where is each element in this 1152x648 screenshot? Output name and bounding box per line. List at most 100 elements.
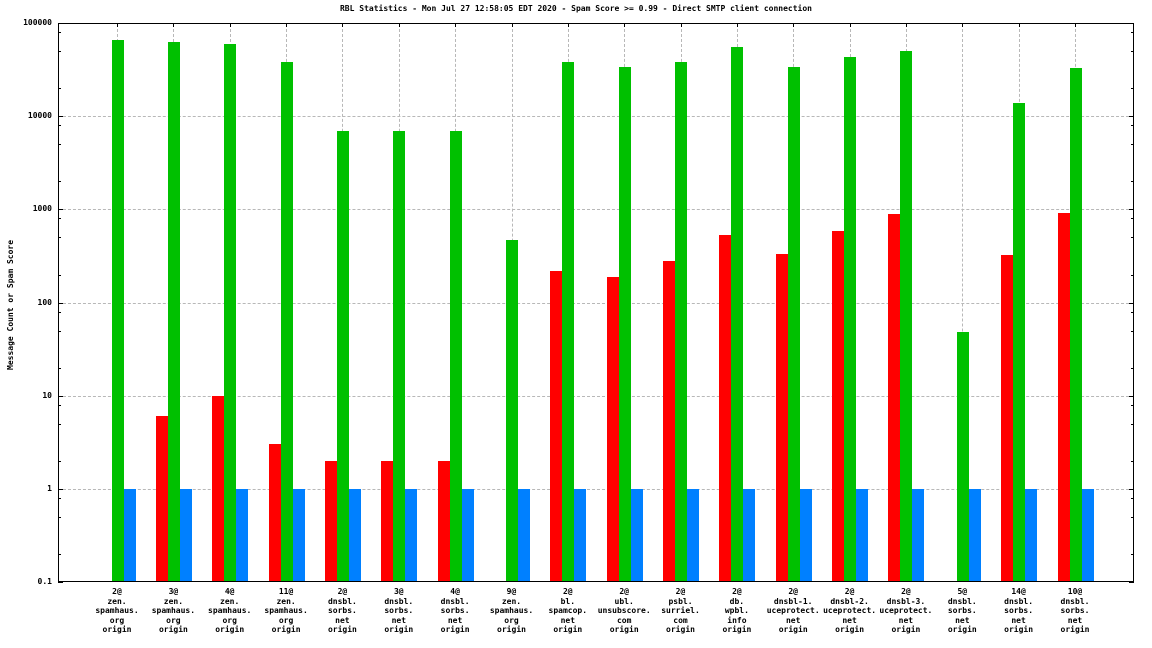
- x-category-label: 2@ dnsbl-3. uceprotect. net origin: [879, 587, 933, 634]
- y-minor-tick: [1131, 51, 1134, 52]
- x-tick: [511, 24, 513, 27]
- y-major-tick: [1129, 582, 1134, 583]
- bar-spam: [506, 239, 518, 582]
- bar-score-0-1-: [518, 488, 530, 582]
- y-minor-tick: [1131, 181, 1134, 183]
- y-minor-tick: [1131, 32, 1134, 33]
- h-gridline: [58, 302, 1134, 304]
- y-minor-tick: [58, 51, 61, 52]
- y-minor-tick: [1131, 311, 1134, 313]
- bar-score-0-1-: [461, 488, 474, 582]
- bar-not-spam: [888, 213, 901, 582]
- h-gridline: [58, 116, 1134, 118]
- y-major-tick: [58, 209, 63, 211]
- x-category-label: 2@ db. wpbl. info origin: [722, 587, 752, 634]
- bar-spam: [167, 41, 180, 582]
- y-tick-label: 100000: [23, 18, 52, 27]
- x-category-label: 2@ psbl. surriel. com origin: [661, 587, 700, 634]
- bar-score-0-1-: [968, 488, 981, 582]
- bar-not-spam: [775, 254, 788, 582]
- y-minor-tick: [1131, 404, 1134, 406]
- y-minor-tick: [1131, 125, 1134, 127]
- y-minor-tick: [58, 125, 61, 127]
- bar-score-0-1-: [123, 488, 136, 582]
- x-tick: [624, 24, 626, 27]
- bar-not-spam: [155, 416, 168, 582]
- y-minor-tick: [58, 554, 61, 555]
- bar-not-spam: [1001, 255, 1014, 582]
- y-minor-tick: [58, 274, 61, 276]
- h-gridline: [58, 488, 1134, 490]
- x-tick: [229, 24, 231, 27]
- x-tick: [455, 24, 457, 27]
- bar-spam: [393, 130, 406, 582]
- bar-score-0-1-: [799, 488, 812, 582]
- x-tick: [793, 24, 795, 27]
- y-tick-label: 10000: [27, 111, 52, 121]
- bar-spam: [731, 46, 744, 582]
- bar-spam: [956, 332, 969, 582]
- y-major-tick: [58, 302, 63, 304]
- bar-score-0-1-: [236, 488, 249, 582]
- bar-spam: [111, 40, 124, 582]
- bar-score-0-1-: [743, 488, 756, 582]
- bar-score-0-1-: [292, 488, 305, 582]
- y-minor-tick: [58, 330, 61, 332]
- y-major-tick: [58, 488, 63, 490]
- y-major-tick: [1129, 209, 1134, 211]
- x-tick: [962, 24, 964, 27]
- bar-not-spam: [381, 460, 394, 582]
- y-major-tick: [58, 582, 63, 583]
- x-tick: [117, 24, 118, 27]
- bar-not-spam: [550, 270, 563, 582]
- y-major-tick: [58, 23, 63, 24]
- y-minor-tick: [58, 237, 61, 239]
- x-tick: [398, 24, 400, 27]
- bar-spam: [336, 130, 349, 582]
- bar-spam: [787, 66, 800, 582]
- bar-spam: [1013, 102, 1026, 582]
- x-category-label: 2@ ubl. unsubscore. com origin: [597, 587, 651, 634]
- y-tick-label: 10: [42, 390, 52, 400]
- y-minor-tick: [1131, 497, 1134, 499]
- x-category-label: 5@ dnsbl. sorbs. net origin: [947, 587, 977, 634]
- y-minor-tick: [1131, 330, 1134, 332]
- y-minor-tick: [58, 497, 61, 499]
- y-minor-tick: [58, 181, 61, 183]
- bar-spam: [844, 57, 857, 582]
- bar-score-0-1-: [405, 488, 418, 582]
- bar-not-spam: [606, 276, 619, 582]
- x-tick: [736, 24, 738, 27]
- y-major-tick: [58, 395, 63, 397]
- x-category-label: 2@ zen. spamhaus. org origin: [95, 587, 139, 634]
- h-gridline: [58, 209, 1134, 211]
- bar-score-0-1-: [630, 488, 643, 582]
- bar-spam: [675, 62, 687, 582]
- x-category-label: 3@ zen. spamhaus. org origin: [151, 587, 196, 634]
- bar-not-spam: [324, 460, 337, 582]
- y-minor-tick: [1131, 516, 1134, 518]
- y-tick-label: 100: [37, 297, 52, 307]
- bar-spam: [1069, 67, 1082, 582]
- x-tick: [286, 24, 288, 27]
- bar-not-spam: [1057, 212, 1070, 582]
- y-tick-label: 1: [47, 483, 52, 493]
- y-minor-tick: [1131, 237, 1134, 239]
- bar-score-0-1-: [574, 488, 587, 582]
- x-category-label: 4@ dnsbl. sorbs. net origin: [440, 587, 470, 634]
- y-minor-tick: [58, 311, 61, 313]
- bar-score-0-1-: [912, 488, 925, 582]
- bar-spam: [280, 62, 293, 582]
- x-category-label: 14@ dnsbl. sorbs. net origin: [1004, 587, 1034, 634]
- y-minor-tick: [58, 460, 61, 462]
- y-major-tick: [1129, 23, 1134, 24]
- x-category-label: 3@ dnsbl. sorbs. net origin: [384, 587, 414, 634]
- y-tick-label: 0.1: [37, 577, 52, 586]
- bar-score-0-1-: [348, 488, 361, 582]
- x-tick: [342, 24, 344, 27]
- bar-spam: [900, 51, 913, 582]
- y-major-tick: [58, 116, 63, 118]
- x-tick: [905, 24, 907, 27]
- bar-spam: [618, 66, 631, 582]
